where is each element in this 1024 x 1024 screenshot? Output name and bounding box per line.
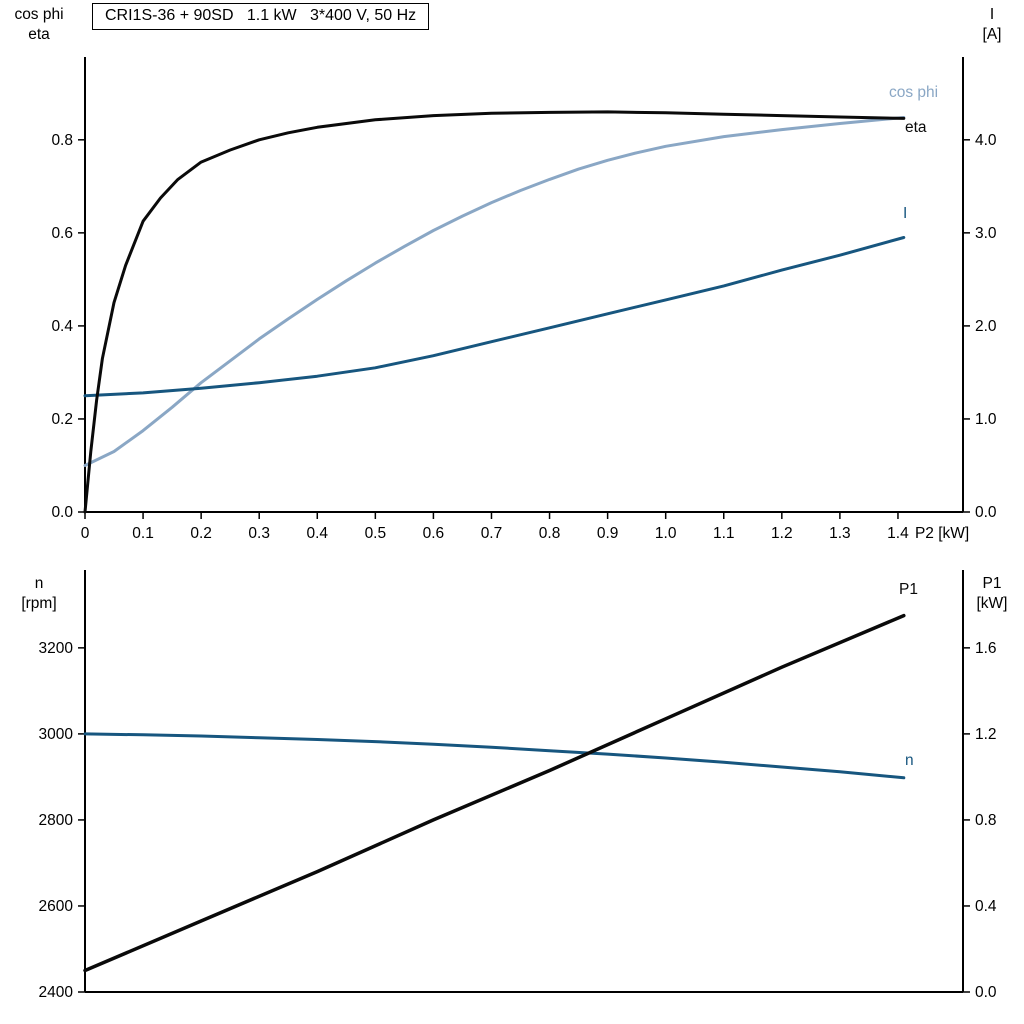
x-tick-label: 1.4 <box>887 525 909 542</box>
left-tick-label: 2600 <box>39 898 74 915</box>
x-tick-label: 0.5 <box>365 525 387 542</box>
right-tick-label: 1.6 <box>975 640 997 657</box>
series-curve-cos-phi <box>83 116 906 467</box>
series-curve-P1 <box>83 613 906 973</box>
axis-title-eta: eta <box>28 26 50 43</box>
series-curve-eta <box>83 110 906 514</box>
x-tick-label: 1.3 <box>829 525 851 542</box>
left-tick-label: 3000 <box>39 726 74 743</box>
x-tick-label: 0.6 <box>423 525 445 542</box>
right-tick-label: 0.0 <box>975 504 997 521</box>
right-tick-label: 0.8 <box>975 812 997 829</box>
chart-title-box: CRI1S-36 + 90SD 1.1 kW 3*400 V, 50 Hz <box>92 3 430 30</box>
x-tick-label: 1.2 <box>771 525 793 542</box>
left-tick-label: 0.8 <box>51 132 73 149</box>
bottom-right-axis-title: P1 [kW] <box>962 574 1022 614</box>
x-tick-label: 1.0 <box>655 525 677 542</box>
left-tick-label: 2800 <box>39 812 74 829</box>
curve-label-p1: P1 <box>899 581 918 598</box>
right-tick-label: 4.0 <box>975 132 997 149</box>
x-tick-label: 0.3 <box>248 525 270 542</box>
right-tick-label: 0.4 <box>975 898 997 915</box>
axis-title-current-unit: [A] <box>982 26 1002 43</box>
x-tick-label: 0.4 <box>306 525 328 542</box>
curve-label-speed: n <box>905 752 914 769</box>
curve-label-current: I <box>903 205 908 222</box>
axis-title-p1-unit: [kW] <box>976 595 1008 612</box>
left-tick-label: 0.4 <box>51 318 73 335</box>
top-left-axis-title: cos phi eta <box>0 5 78 45</box>
axis-title-speed-unit: [rpm] <box>21 595 57 612</box>
x-tick-label: 0 <box>81 525 90 542</box>
right-tick-label: 1.0 <box>975 411 997 428</box>
right-tick-label: 2.0 <box>975 318 997 335</box>
curve-label-cos-phi: cos phi <box>889 84 939 101</box>
x-tick-label: 0.8 <box>539 525 561 542</box>
left-tick-label: 2400 <box>39 984 74 1001</box>
x-tick-label: 0.2 <box>190 525 212 542</box>
series-curve-n <box>83 732 906 780</box>
axis-title-p1: P1 <box>982 575 1002 592</box>
right-tick-label: 3.0 <box>975 225 997 242</box>
left-tick-label: 0.2 <box>51 411 73 428</box>
top-right-axis-title: I [A] <box>962 5 1022 45</box>
axis-title-current: I <box>989 6 995 23</box>
bottom-left-axis-title: n [rpm] <box>0 574 78 614</box>
x-tick-label: 0.7 <box>481 525 503 542</box>
axis-title-speed: n <box>34 575 44 592</box>
x-tick-label: 1.1 <box>713 525 735 542</box>
curve-label-eta: eta <box>905 119 927 136</box>
axis-title-cos-phi: cos phi <box>14 6 64 23</box>
series-curve-I <box>83 236 906 398</box>
right-tick-label: 0.0 <box>975 984 997 1001</box>
right-tick-label: 1.2 <box>975 726 997 743</box>
left-tick-label: 0.6 <box>51 225 73 242</box>
x-axis-title: P2 [kW] <box>915 525 969 542</box>
x-tick-label: 0.1 <box>132 525 154 542</box>
x-tick-label: 0.9 <box>597 525 619 542</box>
left-tick-label: 0.0 <box>51 504 73 521</box>
left-tick-label: 3200 <box>39 640 74 657</box>
